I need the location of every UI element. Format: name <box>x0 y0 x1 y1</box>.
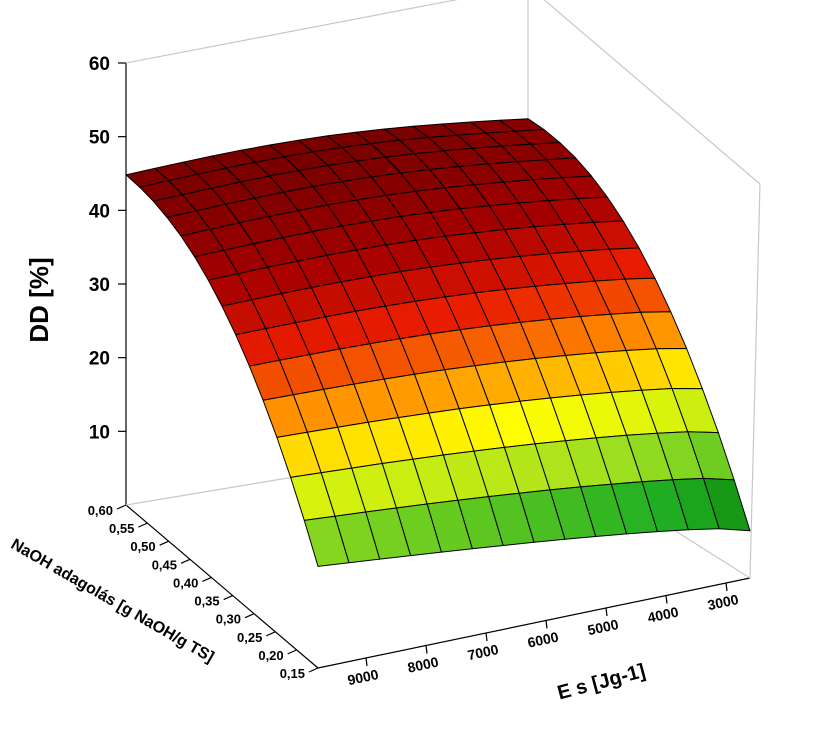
naoh-tick <box>202 576 212 582</box>
naoh-tick-label: 0,55 <box>109 521 134 536</box>
z-tick-label: 40 <box>89 201 110 222</box>
es-tick <box>365 657 368 667</box>
es-tick-label: 8000 <box>406 654 440 676</box>
naoh-tick <box>180 558 191 564</box>
es-tick-label: 5000 <box>586 616 620 638</box>
es-tick <box>425 645 428 654</box>
naoh-tick-label: 0,60 <box>88 503 113 518</box>
es-tick <box>665 595 668 604</box>
naoh-tick <box>116 504 127 510</box>
z-tick-label: 30 <box>89 275 110 296</box>
es-tick <box>725 582 728 592</box>
es-tick-label: 9000 <box>346 666 380 688</box>
naoh-tick <box>244 613 255 619</box>
naoh-tick-label: 0,50 <box>130 539 155 554</box>
box-edge <box>125 0 459 64</box>
es-tick <box>545 620 548 629</box>
z-tick-label: 20 <box>89 349 110 370</box>
es-tick-label: 7000 <box>466 641 500 663</box>
es-axis-line <box>317 577 751 669</box>
z-tick-label: 50 <box>89 128 110 149</box>
z-tick-label: 60 <box>89 54 110 75</box>
box-edge <box>543 0 761 185</box>
es-tick-label: 4000 <box>646 604 680 626</box>
z-tick-label: 10 <box>89 422 110 443</box>
naoh-tick-label: 0,15 <box>280 666 305 681</box>
naoh-tick <box>287 649 297 655</box>
naoh-tick <box>266 631 276 637</box>
es-tick-label: 6000 <box>526 629 560 651</box>
es-tick <box>485 632 488 642</box>
naoh-tick-label: 0,30 <box>216 612 241 627</box>
response-surface <box>125 118 751 567</box>
naoh-tick <box>223 595 233 601</box>
naoh-tick-label: 0,20 <box>258 648 283 663</box>
naoh-tick-label: 0,40 <box>173 575 198 590</box>
es-axis-title: E s [Jg-1] <box>555 660 648 705</box>
naoh-tick-label: 0,25 <box>237 630 262 645</box>
z-axis: 10 20 30 40 50 60 <box>89 54 126 443</box>
naoh-tick-label: 0,45 <box>152 557 177 572</box>
es-tick-label: 3000 <box>706 591 740 613</box>
naoh-tick <box>159 540 169 546</box>
naoh-tick <box>138 522 148 528</box>
z-axis-title: DD [%] <box>24 257 54 342</box>
box-edge <box>749 183 761 579</box>
naoh-axis: 0,15 0,20 0,25 0,30 0,35 0,40 0,45 0,50 0,55 0,60 <box>88 503 319 681</box>
es-tick <box>605 607 608 617</box>
naoh-tick-label: 0,35 <box>194 594 219 609</box>
naoh-tick <box>308 667 319 673</box>
es-axis: 3000 4000 5000 6000 7000 8000 9000 <box>346 582 740 688</box>
naoh-axis-line <box>125 504 319 669</box>
surface-cell <box>303 515 350 567</box>
